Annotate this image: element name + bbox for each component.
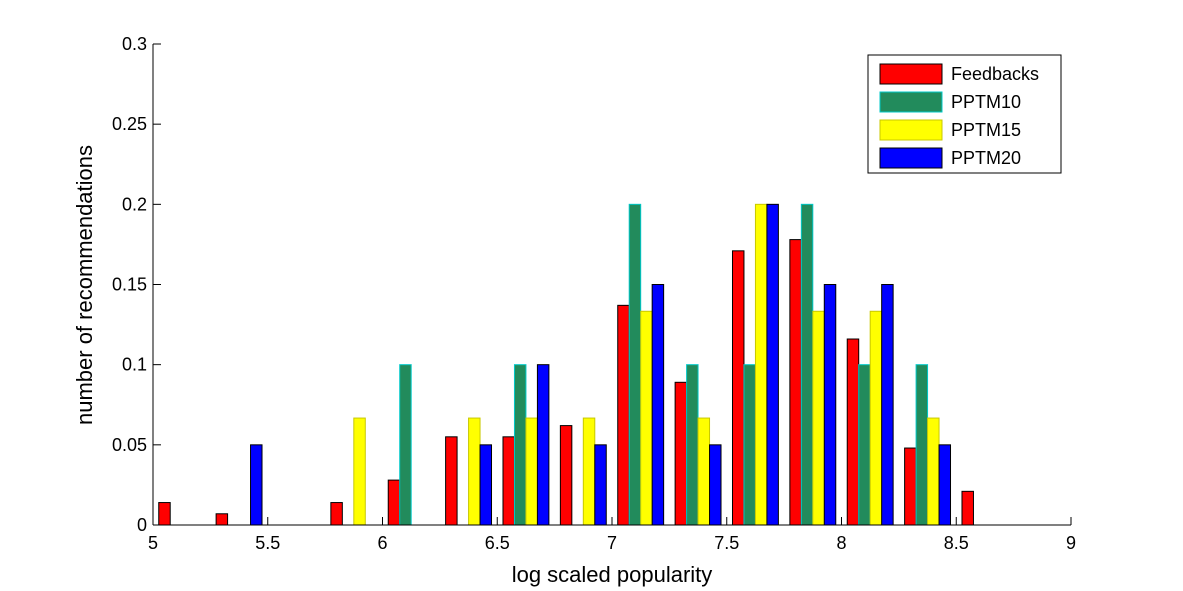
legend-label-pptm15: PPTM15 <box>951 120 1021 140</box>
bar-feedbacks-1 <box>215 513 229 526</box>
y-axis-label: number of recommendations <box>72 145 97 425</box>
legend-label-pptm20: PPTM20 <box>951 148 1021 168</box>
legend: Feedbacks PPTM10 PPTM15 PPTM20 <box>867 54 1062 174</box>
x-tick-label-6: 8 <box>836 533 846 553</box>
legend-swatch-pptm10 <box>879 91 943 113</box>
bar-pptm20-8 <box>651 284 665 526</box>
bar-feedbacks-9 <box>674 381 688 526</box>
bar-pptm10-8 <box>628 203 642 526</box>
y-tick-label-4: 0.2 <box>122 194 147 214</box>
legend-label-feedbacks: Feedbacks <box>951 64 1039 84</box>
bar-feedbacks-10 <box>731 250 745 526</box>
x-tick-label-8: 9 <box>1066 533 1076 553</box>
bar-pptm15-7 <box>582 417 596 526</box>
y-tick-label-0: 0 <box>137 515 147 535</box>
y-tick-label-6: 0.3 <box>122 34 147 54</box>
bar-pptm15-10 <box>754 203 768 526</box>
bar-pptm15-5 <box>468 417 481 526</box>
bar-pptm10-10 <box>743 364 756 526</box>
bar-pptm15-13 <box>927 417 940 526</box>
bar-pptm15-6 <box>525 417 538 526</box>
bar-feedbacks-5 <box>445 436 458 526</box>
bar-pptm20-11 <box>823 284 837 526</box>
bar-pptm15-12 <box>869 310 883 526</box>
bar-pptm20-13 <box>938 444 952 526</box>
bar-pptm20-6 <box>536 364 550 526</box>
bar-pptm15-3 <box>353 417 366 526</box>
x-tick-label-1: 5.5 <box>255 533 280 553</box>
bar-feedbacks-12 <box>846 338 860 526</box>
bar-pptm20-5 <box>479 444 493 526</box>
bar-feedbacks-11 <box>789 239 802 526</box>
legend-swatch-feedbacks <box>879 63 943 85</box>
y-tick-label-1: 0.05 <box>112 435 147 455</box>
legend-swatch-pptm15 <box>879 119 943 141</box>
bar-pptm15-9 <box>697 417 711 526</box>
x-axis-label: log scaled popularity <box>512 562 713 587</box>
legend-swatch-pptm20 <box>879 147 943 169</box>
y-tick-label-3: 0.15 <box>112 275 147 295</box>
bar-pptm20-7 <box>594 444 607 526</box>
x-tick-label-4: 7 <box>607 533 617 553</box>
bars-layer <box>158 203 974 526</box>
y-tick-label-5: 0.25 <box>112 114 147 134</box>
bar-pptm20-12 <box>881 284 894 526</box>
x-tick-label-0: 5 <box>148 533 158 553</box>
bar-pptm15-8 <box>640 310 653 526</box>
bar-pptm10-4 <box>399 364 412 526</box>
bar-feedbacks-14 <box>961 490 974 526</box>
legend-label-pptm10: PPTM10 <box>951 92 1021 112</box>
bar-pptm10-11 <box>800 203 814 526</box>
bar-feedbacks-7 <box>559 425 573 526</box>
x-tick-label-7: 8.5 <box>944 533 969 553</box>
bar-pptm20-9 <box>709 444 722 526</box>
bar-feedbacks-6 <box>502 436 515 526</box>
x-tick-label-5: 7.5 <box>714 533 739 553</box>
bar-feedbacks-8 <box>617 304 630 526</box>
ticks-layer: 5 5.5 6 6.5 7 7.5 8 8.5 9 0 0.05 0.1 0.15 0.2 0.25 0.3 <box>112 34 1076 553</box>
bar-pptm10-6 <box>513 364 527 526</box>
bar-pptm20-1 <box>250 444 263 526</box>
y-tick-label-2: 0.1 <box>122 355 147 375</box>
bar-pptm10-12 <box>858 364 871 526</box>
bar-feedbacks-0 <box>158 502 171 526</box>
bar-pptm20-10 <box>766 203 779 526</box>
bar-pptm10-13 <box>915 364 929 526</box>
bar-pptm15-11 <box>812 310 825 526</box>
bar-feedbacks-3 <box>330 502 343 526</box>
bar-feedbacks-13 <box>904 447 917 526</box>
bar-feedbacks-4 <box>387 479 401 526</box>
x-tick-label-2: 6 <box>377 533 387 553</box>
bar-pptm10-9 <box>686 364 699 526</box>
x-tick-label-3: 6.5 <box>485 533 510 553</box>
